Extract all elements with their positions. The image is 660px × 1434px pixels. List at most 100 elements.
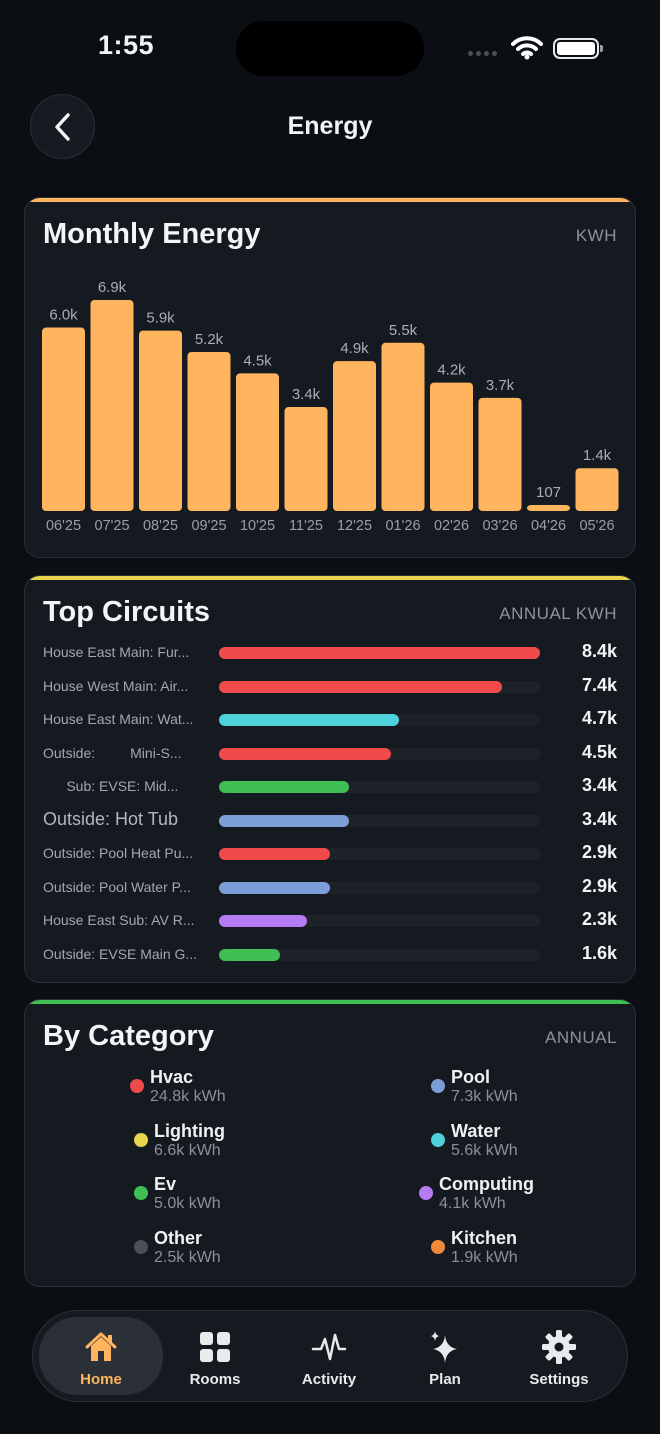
category-name: Pool	[451, 1067, 490, 1087]
circuit-bar-track	[219, 747, 540, 760]
category-value: 1.9k kWh	[451, 1248, 518, 1266]
bar-category-label: 05'26	[579, 518, 614, 534]
bar-value-label: 6.9k	[98, 279, 127, 296]
category-color-dot	[431, 1079, 445, 1093]
circuit-name: House East Main: Fur...	[43, 644, 190, 660]
circuit-bar-fill	[219, 881, 330, 894]
circuit-row[interactable]: House West Main: Air... 7.4k	[43, 672, 617, 702]
top-circuits-title: Top Circuits	[43, 596, 211, 628]
bar-value-label: 4.5k	[243, 352, 272, 369]
circuit-bar-fill	[219, 814, 349, 827]
circuit-bar-fill	[219, 915, 307, 927]
circuit-value: 2.9k	[581, 875, 617, 896]
bar-02'26	[430, 382, 473, 511]
back-button[interactable]	[30, 94, 95, 159]
circuit-row[interactable]: Outside: Hot Tub 3.4k	[43, 806, 617, 836]
circuit-bar-track	[219, 915, 540, 927]
circuit-bar-track	[219, 848, 540, 860]
circuit-bar-fill	[219, 647, 540, 659]
tab-home[interactable]: Home	[39, 1317, 163, 1395]
tab-plan[interactable]: Plan	[383, 1317, 507, 1395]
activity-icon	[311, 1333, 347, 1361]
bar-06'25	[42, 327, 85, 511]
grid-icon	[200, 1332, 230, 1362]
status-time: 1:55	[98, 30, 155, 60]
circuit-row[interactable]: House East Sub: AV R... 2.3k	[43, 906, 617, 936]
category-color-dot	[419, 1186, 433, 1200]
circuit-bar-fill	[219, 747, 391, 760]
card-accent-bar	[25, 1000, 635, 1004]
circuit-bar-track	[219, 881, 540, 894]
top-circuits-card: Top Circuits ANNUAL KWH House East Main:…	[24, 575, 636, 983]
wifi-icon	[511, 36, 543, 60]
circuit-name: House West Main: Air...	[43, 677, 189, 694]
tab-settings[interactable]: Settings	[497, 1317, 621, 1395]
circuit-row[interactable]: Outside: Pool Heat Pu... 2.9k	[43, 839, 617, 869]
circuit-bar-track	[219, 680, 540, 693]
tab-label: Plan	[429, 1371, 461, 1388]
category-name: Ev	[154, 1174, 177, 1194]
by-category-title: By Category	[43, 1020, 214, 1052]
bar-value-label: 107	[536, 484, 561, 501]
tab-activity[interactable]: Activity	[267, 1317, 391, 1395]
bar-value-label: 6.0k	[49, 307, 78, 324]
tab-label: Settings	[529, 1371, 589, 1388]
circuit-row[interactable]: Outside: Mini-S... 4.5k	[43, 739, 617, 769]
circuit-value: 3.4k	[581, 775, 617, 795]
bar-07'25	[90, 300, 134, 511]
category-value: 6.6k kWh	[154, 1141, 221, 1159]
tab-rooms[interactable]: Rooms	[153, 1317, 277, 1395]
circuit-name: House East Main: Wat...	[43, 711, 194, 727]
bar-08'25	[139, 330, 182, 511]
bar-category-label: 09'25	[191, 518, 226, 534]
bar-11'25	[284, 407, 328, 511]
circuit-name: House East Sub: AV R...	[43, 912, 195, 928]
bar-value-label: 1.4k	[583, 447, 612, 464]
sparkle-icon	[431, 1331, 457, 1363]
circuit-bar-fill	[219, 781, 349, 793]
circuit-bar-fill	[219, 848, 330, 860]
bar-03'26	[478, 397, 522, 511]
bar-category-label: 10'25	[240, 518, 275, 534]
by-category-card: By Category ANNUAL Hvac 24.8k kWh Lighting…	[24, 999, 636, 1287]
circuit-row[interactable]: House East Main: Fur... 8.4k	[43, 638, 617, 668]
bar-category-label: 11'25	[289, 518, 323, 534]
bar-category-label: 06'25	[46, 518, 81, 534]
home-icon	[85, 1332, 117, 1361]
bar-01'26	[381, 342, 425, 511]
bar-category-label: 03'26	[482, 518, 517, 534]
category-name: Lighting	[154, 1120, 225, 1141]
circuit-value: 7.4k	[581, 674, 617, 695]
bar-value-label: 3.7k	[486, 377, 515, 394]
cellular-signal-icon	[468, 51, 497, 56]
bar-value-label: 4.9k	[340, 340, 369, 357]
by-category-unit: ANNUAL	[545, 1028, 617, 1047]
dynamic-island	[236, 21, 424, 76]
circuit-name: Outside: Hot Tub	[43, 808, 179, 829]
circuit-value: 8.4k	[581, 641, 617, 661]
circuit-bar-track	[219, 814, 540, 827]
circuit-name: Outside: EVSE Main G...	[43, 945, 198, 962]
circuit-row[interactable]: Outside: Pool Water P... 2.9k	[43, 873, 617, 903]
bar-category-label: 01'26	[385, 518, 420, 534]
circuit-bar-fill	[219, 948, 281, 961]
circuit-row[interactable]: Outside: EVSE Main G... 1.6k	[43, 940, 617, 970]
tab-bar: Home Rooms Activity Plan	[32, 1310, 628, 1402]
category-value: 7.3k kWh	[451, 1088, 518, 1105]
bar-10'25	[236, 373, 279, 511]
bar-category-label: 02'26	[434, 518, 469, 534]
bar-05'26	[575, 468, 619, 511]
category-name: Water	[451, 1120, 501, 1141]
circuit-value: 4.5k	[581, 741, 617, 762]
tab-label: Home	[80, 1371, 122, 1388]
circuit-name: Outside: Mini-S...	[43, 744, 182, 761]
circuit-row[interactable]: House East Main: Wat... 4.7k	[43, 705, 617, 735]
circuit-bar-track	[219, 781, 540, 793]
bar-04'26	[527, 505, 570, 511]
circuit-bar-track	[219, 948, 540, 961]
category-color-dot	[134, 1239, 148, 1254]
circuit-bar-fill	[219, 714, 399, 726]
category-value: 5.0k kWh	[154, 1195, 221, 1212]
bar-value-label: 3.4k	[292, 386, 321, 403]
circuit-row[interactable]: Sub: EVSE: Mid... 3.4k	[43, 772, 617, 802]
